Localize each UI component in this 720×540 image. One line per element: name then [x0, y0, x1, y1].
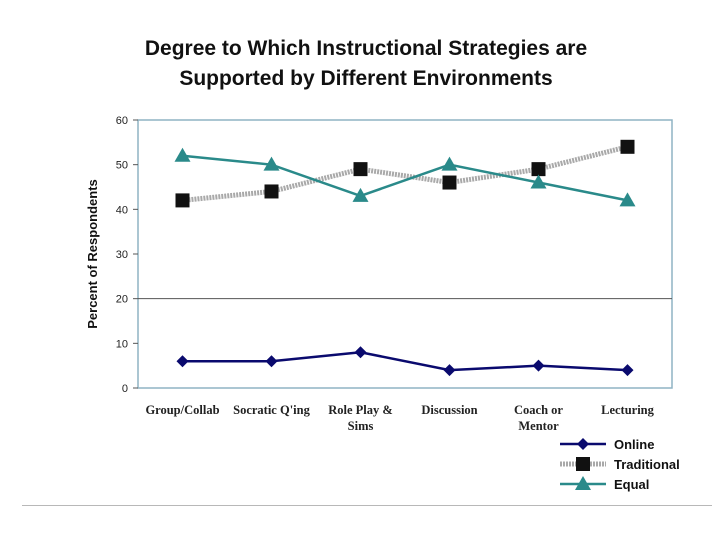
data-point-online: [443, 364, 456, 377]
data-point-traditional: [531, 162, 546, 177]
x-tick-label: Group/Collab: [145, 403, 219, 417]
series-line-online: [182, 351, 628, 372]
series-line-traditional: [182, 144, 629, 203]
x-tick-label: Role Play &: [328, 403, 393, 417]
data-point-equal: [352, 187, 369, 202]
data-point-traditional: [175, 193, 190, 208]
y-tick-label: 50: [116, 160, 128, 172]
chart-title: Degree to Which Instructional Strategies…: [0, 34, 720, 94]
bottom-divider: [22, 505, 712, 506]
chart-title-line-1: Degree to Which Instructional Strategies…: [144, 37, 588, 60]
x-tick-label: Socratic Q'ing: [233, 403, 310, 417]
x-tick-label: Mentor: [518, 419, 559, 433]
plot-area-frame: [137, 119, 673, 389]
series-line-equal: [182, 154, 628, 202]
data-point-equal: [530, 174, 547, 189]
y-tick-label: 0: [122, 383, 128, 395]
data-point-traditional: [442, 175, 457, 190]
x-tick-label: Sims: [348, 419, 374, 433]
legend-marker-equal: [575, 476, 591, 490]
legend-label-traditional: Traditional: [614, 457, 680, 472]
data-point-traditional: [620, 139, 635, 154]
y-tick-label: 60: [116, 115, 128, 127]
y-tick-label: 20: [116, 294, 128, 306]
chart-title-line-2: Supported by Different Environments: [179, 67, 553, 90]
data-point-equal: [174, 147, 191, 162]
data-point-traditional: [264, 184, 279, 199]
x-tick-label: Lecturing: [601, 403, 655, 417]
x-tick-label: Discussion: [421, 403, 477, 417]
data-point-traditional: [353, 162, 368, 177]
data-point-online: [265, 355, 278, 368]
data-point-online: [354, 346, 367, 359]
legend-marker-online: [577, 438, 589, 450]
data-point-online: [621, 364, 634, 377]
data-point-equal: [619, 192, 636, 207]
y-axis-label: Percent of Respondents: [85, 179, 100, 329]
data-point-online: [176, 355, 189, 368]
data-point-equal: [263, 156, 280, 171]
data-point-online: [532, 359, 545, 372]
y-tick-label: 40: [116, 204, 128, 216]
x-tick-label: Coach or: [514, 403, 563, 417]
y-tick-label: 10: [116, 338, 128, 350]
data-point-equal: [441, 156, 458, 171]
legend-label-equal: Equal: [614, 477, 649, 492]
legend-marker-traditional: [576, 457, 590, 471]
y-tick-label: 30: [116, 249, 128, 261]
legend-label-online: Online: [614, 437, 654, 452]
